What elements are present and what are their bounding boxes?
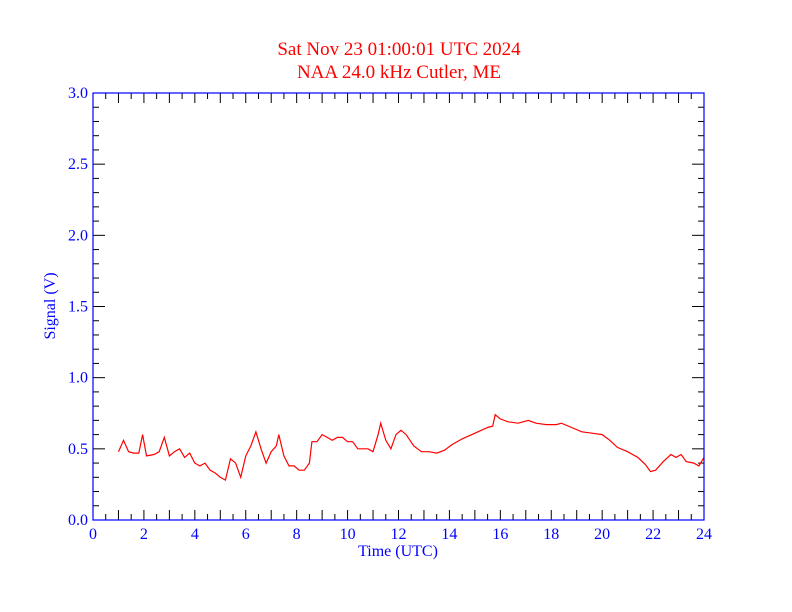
chart-title: Sat Nov 23 01:00:01 UTC 2024 — [277, 39, 521, 60]
x-tick-label: 0 — [89, 526, 97, 543]
y-tick-label: 3.0 — [68, 85, 88, 102]
x-tick-label: 6 — [242, 526, 250, 543]
y-axis-label: Signal (V) — [42, 272, 59, 339]
x-tick-label: 10 — [340, 526, 356, 543]
x-tick-label: 16 — [492, 526, 508, 543]
x-tick-label: 18 — [543, 526, 559, 543]
x-tick-label: 24 — [696, 526, 712, 543]
x-tick-labels: 0 2 4 6 8 10 12 14 16 18 20 22 24 — [89, 526, 712, 543]
y-tick-label: 2.5 — [68, 156, 88, 173]
y-tick-labels: 0.0 0.5 1.0 1.5 2.0 2.5 3.0 — [68, 85, 88, 529]
x-tick-label: 8 — [293, 526, 301, 543]
y-tick-label: 1.5 — [68, 299, 88, 316]
y-tick-label: 0.5 — [68, 441, 88, 458]
x-tick-label: 2 — [140, 526, 148, 543]
x-tick-label: 20 — [594, 526, 610, 543]
signal-line — [117, 413, 705, 482]
x-tick-label: 14 — [441, 526, 457, 543]
axis-ticks — [92, 92, 705, 521]
chart-subtitle: NAA 24.0 kHz Cutler, ME — [297, 62, 501, 83]
y-tick-label: 1.0 — [68, 370, 88, 387]
x-tick-label: 22 — [645, 526, 661, 543]
x-tick-label: 12 — [391, 526, 407, 543]
plot-frame — [92, 92, 705, 521]
x-axis-label: Time (UTC) — [358, 543, 438, 560]
y-tick-label: 0.0 — [68, 512, 88, 529]
x-tick-label: 4 — [191, 526, 199, 543]
y-tick-label: 2.0 — [68, 227, 88, 244]
